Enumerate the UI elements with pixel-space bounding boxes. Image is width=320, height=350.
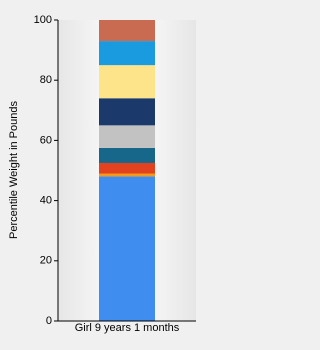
y-tick-label: 80 xyxy=(40,74,52,86)
y-tick-label: 100 xyxy=(34,14,52,26)
y-tick-label: 60 xyxy=(40,134,52,146)
bar-segment xyxy=(99,41,155,66)
chart: Percentile Weight in Pounds 0 20 40 60 80 100… xyxy=(8,14,196,334)
bar-segment xyxy=(99,65,155,99)
bar-segment xyxy=(99,20,155,42)
y-tick-label: 0 xyxy=(46,315,52,327)
y-tick-label: 20 xyxy=(40,255,52,267)
bar-segment xyxy=(99,147,155,163)
bar-segment xyxy=(99,173,155,177)
y-axis-label: Percentile Weight in Pounds xyxy=(8,101,20,239)
x-tick-label: Girl 9 years 1 months xyxy=(75,322,180,334)
bar-segment xyxy=(99,98,155,126)
bar-segment xyxy=(99,162,155,174)
bar-segment xyxy=(99,176,155,321)
y-tick-label: 40 xyxy=(40,195,52,207)
bar-segment xyxy=(99,125,155,148)
